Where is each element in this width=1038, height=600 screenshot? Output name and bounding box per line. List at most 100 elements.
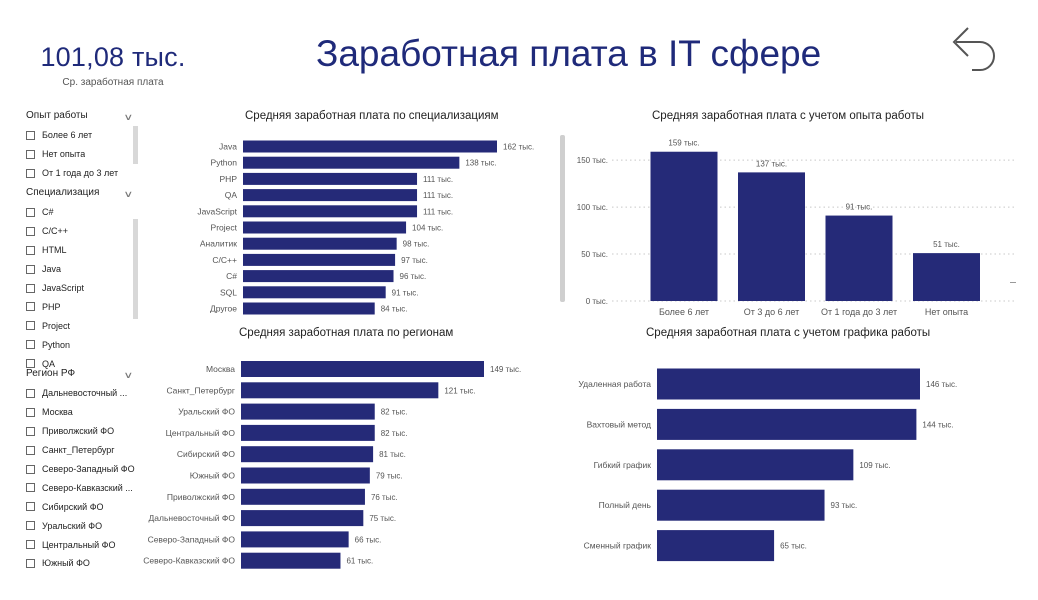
bar[interactable] bbox=[657, 408, 917, 440]
bar[interactable] bbox=[243, 140, 497, 153]
category-label: Более 6 лет bbox=[659, 307, 709, 317]
bar[interactable] bbox=[243, 205, 418, 218]
category-label: Южный ФО bbox=[190, 471, 236, 481]
bar[interactable] bbox=[243, 302, 375, 315]
checkbox[interactable] bbox=[26, 464, 35, 474]
bar[interactable] bbox=[243, 253, 396, 266]
specialization-slicer-header[interactable]: Специализация ∨ bbox=[26, 187, 138, 203]
slicer-item[interactable]: Нет опыта bbox=[26, 145, 138, 164]
slicer-item[interactable]: Санкт_Петербург bbox=[26, 441, 138, 460]
slicer-item[interactable]: Северо-Западный ФО bbox=[26, 460, 138, 479]
bar[interactable] bbox=[241, 382, 439, 399]
schedule-bar-chart: Удаленная работа 146 тыс. Вахтовый метод 14… bbox=[578, 368, 957, 562]
experience-slicer-scrollbar[interactable] bbox=[133, 126, 138, 164]
slicer-item[interactable]: Северо-Кавказский ... bbox=[26, 478, 138, 497]
slicer-item[interactable]: C# bbox=[26, 203, 138, 222]
slicer-item[interactable]: QA bbox=[26, 354, 138, 373]
bar[interactable] bbox=[243, 237, 397, 250]
bar[interactable] bbox=[241, 403, 375, 420]
slicer-item[interactable]: Project bbox=[26, 316, 138, 335]
checkbox[interactable] bbox=[26, 149, 35, 159]
slicer-item[interactable]: Java bbox=[26, 260, 138, 279]
slicer-item[interactable]: PHP bbox=[26, 297, 138, 316]
back-button[interactable] bbox=[948, 22, 1002, 76]
checkbox[interactable] bbox=[26, 340, 35, 350]
chevron-down-icon[interactable]: ∨ bbox=[123, 112, 134, 122]
checkbox[interactable] bbox=[26, 388, 35, 398]
data-label: 98 тыс. bbox=[403, 240, 430, 249]
checkbox[interactable] bbox=[26, 168, 35, 178]
checkbox[interactable] bbox=[26, 540, 35, 550]
bar[interactable] bbox=[241, 361, 484, 377]
checkbox[interactable] bbox=[26, 407, 35, 417]
category-label: От 3 до 6 лет bbox=[744, 307, 799, 317]
bar[interactable] bbox=[825, 215, 893, 301]
slicer-item[interactable]: Южный ФО bbox=[26, 554, 138, 573]
experience-slicer-header[interactable]: Опыт работы ∨ bbox=[26, 110, 138, 126]
bar[interactable] bbox=[657, 368, 920, 400]
slicer-item[interactable]: Python bbox=[26, 335, 138, 354]
bar[interactable] bbox=[241, 424, 375, 441]
bar[interactable] bbox=[241, 510, 364, 527]
bar[interactable] bbox=[243, 189, 418, 202]
checkbox[interactable] bbox=[26, 558, 35, 568]
region-slicer-list: Дальневосточный ... Москва Приволжский ФО С… bbox=[26, 384, 138, 576]
slicer-item[interactable]: HTML bbox=[26, 241, 138, 260]
bar[interactable] bbox=[243, 172, 418, 185]
checkbox[interactable] bbox=[26, 445, 35, 455]
slicer-item-label: Москва bbox=[42, 407, 73, 418]
bar[interactable] bbox=[243, 221, 407, 234]
bar[interactable] bbox=[241, 446, 374, 463]
checkbox[interactable] bbox=[26, 483, 35, 493]
checkbox[interactable] bbox=[26, 502, 35, 512]
slicer-item-label: От 1 года до 3 лет bbox=[42, 168, 119, 179]
checkbox[interactable] bbox=[26, 359, 35, 369]
bar[interactable] bbox=[738, 172, 805, 301]
specialization-slicer-scrollbar[interactable] bbox=[133, 219, 138, 319]
checkbox[interactable] bbox=[26, 426, 35, 436]
slicer-item[interactable]: JavaScript bbox=[26, 279, 138, 298]
experience-slicer: Опыт работы ∨ Более 6 лет Нет опыта От 1 г… bbox=[26, 110, 138, 188]
slicer-item[interactable]: Уральский ФО bbox=[26, 516, 138, 535]
checkbox[interactable] bbox=[26, 264, 35, 274]
data-label: 65 тыс. bbox=[780, 542, 807, 551]
bar[interactable] bbox=[243, 156, 460, 169]
scroll-divider[interactable] bbox=[560, 135, 565, 302]
region-slicer-header[interactable]: Регион РФ ∨ bbox=[26, 368, 138, 384]
category-label: Уральский ФО bbox=[178, 407, 235, 417]
data-label: 104 тыс. bbox=[412, 224, 443, 233]
bar[interactable] bbox=[243, 270, 394, 283]
spec-bar-chart: Java 162 тыс. Python 138 тыс. PHP 111 тыс. QA 1… bbox=[197, 140, 534, 315]
region-chart-title: Средняя заработная плата по регионам bbox=[239, 327, 454, 339]
slicer-item-label: Уральский ФО bbox=[42, 520, 103, 531]
bar[interactable] bbox=[241, 467, 370, 484]
slicer-item[interactable]: Центральный ФО bbox=[26, 535, 138, 554]
bar[interactable] bbox=[241, 552, 341, 569]
slicer-item[interactable]: От 1 года до 3 лет bbox=[26, 164, 138, 183]
bar[interactable] bbox=[241, 488, 365, 505]
slicer-item[interactable]: Дальневосточный ... bbox=[26, 384, 138, 403]
checkbox[interactable] bbox=[26, 321, 35, 331]
checkbox[interactable] bbox=[26, 226, 35, 236]
chevron-down-icon[interactable]: ∨ bbox=[123, 370, 134, 380]
bar[interactable] bbox=[657, 449, 854, 481]
slicer-item[interactable]: Москва bbox=[26, 403, 138, 422]
slicer-item[interactable]: Более 6 лет bbox=[26, 126, 138, 145]
checkbox[interactable] bbox=[26, 245, 35, 255]
checkbox[interactable] bbox=[26, 130, 35, 140]
checkbox[interactable] bbox=[26, 283, 35, 293]
bar[interactable] bbox=[650, 151, 718, 301]
checkbox[interactable] bbox=[26, 521, 35, 531]
slicer-item[interactable]: Сибирский ФО bbox=[26, 497, 138, 516]
checkbox[interactable] bbox=[26, 207, 35, 217]
checkbox[interactable] bbox=[26, 302, 35, 312]
data-label: 111 тыс. bbox=[423, 207, 453, 216]
bar[interactable] bbox=[657, 530, 775, 562]
bar[interactable] bbox=[913, 253, 980, 301]
bar[interactable] bbox=[243, 286, 386, 299]
bar[interactable] bbox=[241, 531, 349, 548]
chevron-down-icon[interactable]: ∨ bbox=[123, 189, 134, 199]
bar[interactable] bbox=[657, 489, 825, 521]
slicer-item[interactable]: C/C++ bbox=[26, 222, 138, 241]
slicer-item[interactable]: Приволжский ФО bbox=[26, 422, 138, 441]
